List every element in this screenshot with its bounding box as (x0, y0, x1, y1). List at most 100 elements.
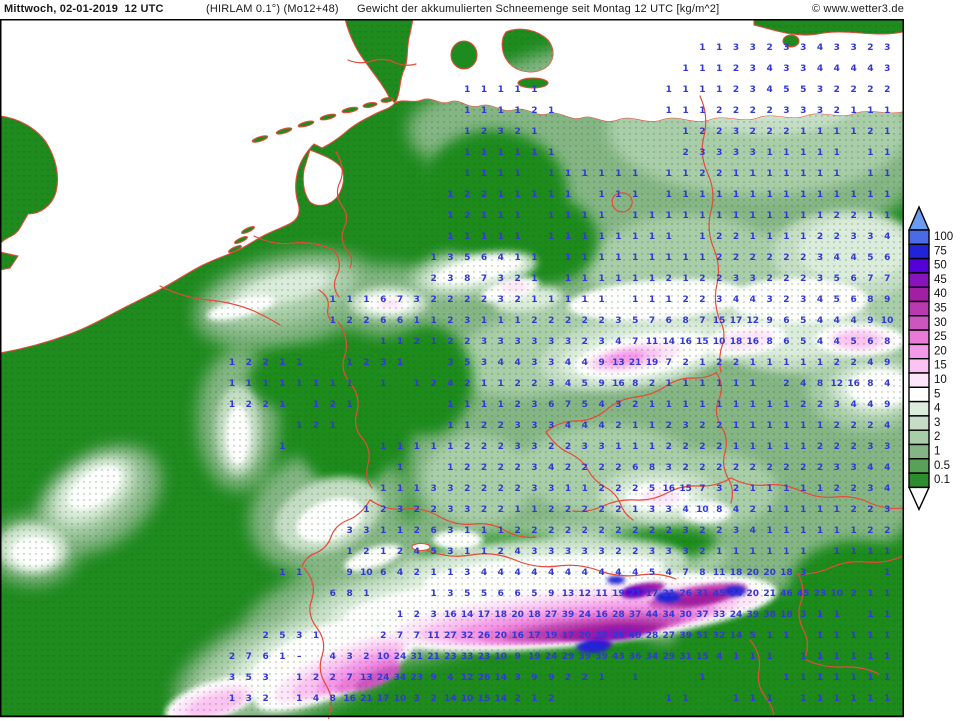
snow-value: 3 (430, 484, 436, 494)
header-date-label: Mittwoch, 02-01-2019 12 UTC (4, 3, 164, 15)
legend-color-cell (909, 387, 929, 401)
snow-value: 16 (595, 610, 608, 620)
snow-value: 1 (766, 211, 772, 221)
snow-value: 4 (565, 568, 571, 578)
snow-value: 1 (649, 253, 655, 263)
snow-value: 1 (834, 547, 840, 557)
snow-value: 5 (800, 337, 806, 347)
snow-value: 2 (498, 547, 504, 557)
snow-value: 1 (481, 85, 487, 95)
snow-value: 3 (598, 337, 604, 347)
snow-value: 7 (666, 358, 672, 368)
snow-value: 2 (582, 316, 588, 326)
snow-value: 1 (229, 694, 235, 704)
snow-value: 5 (783, 85, 789, 95)
snow-value: 1 (733, 694, 739, 704)
snow-value: 1 (733, 379, 739, 389)
snow-value: 4 (850, 400, 856, 410)
snow-value: 18 (780, 568, 793, 578)
snow-value: 1 (262, 379, 268, 389)
snow-value: 4 (598, 421, 604, 431)
snow-value: 2 (246, 358, 252, 368)
legend-value-label: 2 (934, 431, 940, 443)
snow-value: 1 (682, 400, 688, 410)
snow-value: 8 (867, 379, 873, 389)
snow-value: 1 (548, 190, 554, 200)
snow-value: 4 (632, 568, 638, 578)
snow-value: 3 (834, 400, 840, 410)
snow-value: 5 (834, 274, 840, 284)
snow-value: 3 (682, 526, 688, 536)
snow-value: 4 (598, 400, 604, 410)
snow-value: 1 (649, 274, 655, 284)
snow-value: 2 (783, 253, 789, 263)
snow-value: 33 (713, 610, 726, 620)
snow-value: 4 (766, 64, 772, 74)
snow-value: 24 (377, 673, 390, 683)
snow-value: 3 (514, 421, 520, 431)
snow-value: 24 (545, 652, 558, 662)
snow-value: 1 (867, 694, 873, 704)
snow-value: 15 (696, 652, 709, 662)
snow-value: 2 (733, 232, 739, 242)
snow-value: 2 (834, 106, 840, 116)
snow-value: 1 (867, 652, 873, 662)
snow-value: 1 (481, 547, 487, 557)
snow-value: 5 (800, 85, 806, 95)
snow-value: 34 (646, 652, 659, 662)
snow-value: 8 (867, 295, 873, 305)
snow-value: 1 (615, 442, 621, 452)
snow-value: 1 (397, 526, 403, 536)
snow-value: 4 (884, 484, 890, 494)
snow-value: 21 (629, 358, 642, 368)
snow-value: 3 (447, 253, 453, 263)
snow-value: 23 (814, 589, 827, 599)
snow-value: 3 (699, 148, 705, 158)
snow-value: 1 (296, 673, 302, 683)
snow-value: 2 (800, 463, 806, 473)
snow-value: 28 (612, 610, 625, 620)
legend-value-label: 50 (934, 260, 947, 272)
snow-value: 1 (783, 421, 789, 431)
snow-value: 1 (682, 694, 688, 704)
snow-value: 1 (783, 673, 789, 683)
snow-value: 1 (397, 463, 403, 473)
snow-value: 1 (766, 232, 772, 242)
snow-value: 33 (461, 652, 474, 662)
snow-value: 1 (380, 442, 386, 452)
snow-value: 6 (397, 316, 403, 326)
snow-value: 5 (632, 316, 638, 326)
snow-value: 17 (377, 694, 390, 704)
snow-value: 1 (380, 484, 386, 494)
snow-value: 32 (461, 631, 474, 641)
snow-value: 4 (565, 358, 571, 368)
snow-value: 1 (817, 190, 823, 200)
snow-value: 17 (528, 631, 541, 641)
snow-value: 4 (884, 232, 890, 242)
snow-value: 1 (682, 190, 688, 200)
snow-value: 39 (595, 652, 608, 662)
snow-value: 3 (783, 43, 789, 53)
snow-value: 1 (582, 169, 588, 179)
snow-value: 1 (296, 694, 302, 704)
snow-value: 1 (834, 505, 840, 515)
snow-value: 1 (766, 505, 772, 515)
snow-value: 2 (582, 673, 588, 683)
snow-value: 9 (598, 379, 604, 389)
snow-value: 2 (313, 421, 319, 431)
header-model-label: (HIRLAM 0.1°) (Mo12+48) (206, 3, 339, 15)
snow-value: 5 (649, 484, 655, 494)
snow-value: 3 (817, 274, 823, 284)
snow-value: 1 (632, 190, 638, 200)
snow-value: 2 (716, 526, 722, 536)
snow-value: 1 (884, 673, 890, 683)
snow-value: 6 (481, 253, 487, 263)
snow-value: 1 (884, 547, 890, 557)
snow-value: 1 (783, 169, 789, 179)
snow-value: 1 (800, 169, 806, 179)
snow-value: 1 (750, 169, 756, 179)
snow-value: 8 (699, 568, 705, 578)
snow-value: 2 (699, 547, 705, 557)
snow-value: 1 (498, 190, 504, 200)
snow-value: 2 (565, 673, 571, 683)
